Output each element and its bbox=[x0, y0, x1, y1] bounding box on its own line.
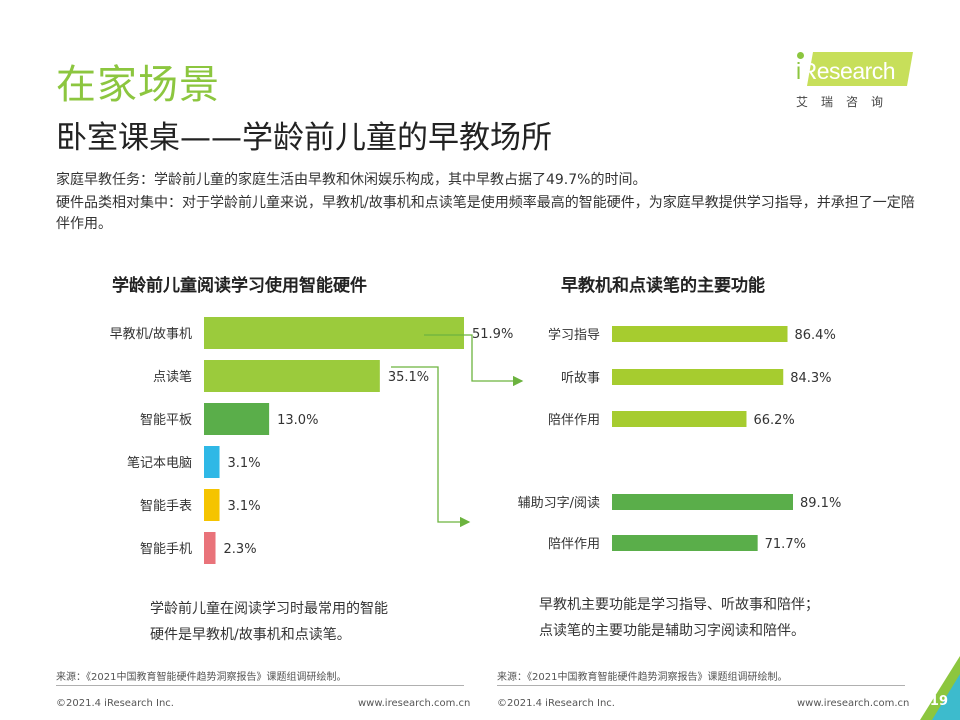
page-title: 在家场景 bbox=[56, 62, 220, 108]
value-label-left-1: 35.1% bbox=[388, 370, 429, 385]
category-label-right-1-0: 辅助习字/阅读 bbox=[518, 496, 600, 511]
category-label-left-1: 点读笔 bbox=[153, 369, 192, 385]
divider-right bbox=[497, 685, 905, 686]
bar-left-0 bbox=[204, 317, 464, 349]
divider-left bbox=[56, 685, 464, 686]
note-right: 早教机主要功能是学习指导、听故事和陪伴； 点读笔的主要功能是辅助习字阅读和陪伴。 bbox=[539, 592, 839, 644]
page-subtitle: 卧室课桌——学龄前儿童的早教场所 bbox=[56, 120, 552, 156]
description-hardware-concentration: 硬件品类相对集中：对于学龄前儿童来说，早教机/故事机和点读笔是使用频率最高的智能… bbox=[56, 195, 915, 232]
bar-right-0-1 bbox=[612, 369, 784, 385]
footer-url-right[interactable]: www.iresearch.com.cn bbox=[797, 698, 910, 709]
logo-text: iResearch bbox=[796, 58, 896, 84]
logo-chinese-name: 艾瑞咨询 bbox=[796, 95, 897, 109]
value-label-right-0-1: 84.3% bbox=[790, 371, 831, 386]
bar-right-1-1 bbox=[612, 535, 758, 551]
category-label-left-3: 笔记本电脑 bbox=[127, 455, 192, 471]
category-label-left-5: 智能手机 bbox=[140, 542, 192, 557]
value-label-left-5: 2.3% bbox=[224, 542, 257, 557]
category-label-left-4: 智能手表 bbox=[140, 499, 192, 514]
bar-right-0-2 bbox=[612, 411, 747, 427]
category-label-left-0: 早教机/故事机 bbox=[110, 326, 192, 342]
value-label-right-0-0: 86.4% bbox=[795, 328, 836, 343]
bar-right-1-0 bbox=[612, 494, 793, 510]
bar-right-0-0 bbox=[612, 326, 788, 342]
bar-left-3 bbox=[204, 446, 220, 478]
footer-copyright-left: ©2021.4 iResearch Inc. bbox=[56, 698, 174, 709]
value-label-left-4: 3.1% bbox=[228, 499, 261, 514]
note-right-line-1: 早教机主要功能是学习指导、听故事和陪伴； bbox=[539, 597, 819, 613]
value-label-right-1-1: 71.7% bbox=[765, 537, 806, 552]
category-label-right-1-1: 陪伴作用 bbox=[548, 537, 600, 552]
value-label-right-1-0: 89.1% bbox=[800, 496, 841, 511]
value-label-left-3: 3.1% bbox=[228, 456, 261, 471]
connector-arrow-pen bbox=[391, 366, 471, 528]
bar-left-1 bbox=[204, 360, 380, 392]
note-left: 学龄前儿童在阅读学习时最常用的智能硬件是早教机/故事机和点读笔。 bbox=[150, 601, 388, 643]
bar-left-2 bbox=[204, 403, 270, 435]
value-label-left-2: 13.0% bbox=[277, 413, 318, 428]
corner-decoration bbox=[920, 656, 960, 720]
category-label-right-0-2: 陪伴作用 bbox=[548, 413, 600, 428]
category-label-right-0-0: 学习指导 bbox=[548, 327, 600, 343]
chart-right-title: 早教机和点读笔的主要功能 bbox=[561, 276, 765, 296]
chart-left-title: 学龄前儿童阅读学习使用智能硬件 bbox=[112, 276, 367, 296]
page-number: 19 bbox=[929, 694, 948, 709]
source-right: 来源：《2021中国教育智能硬件趋势洞察报告》课题组调研绘制。 bbox=[497, 672, 788, 683]
category-label-left-2: 智能平板 bbox=[140, 413, 192, 428]
footer-url-left[interactable]: www.iresearch.com.cn bbox=[358, 698, 471, 709]
category-label-right-0-1: 听故事 bbox=[561, 371, 600, 386]
bar-left-4 bbox=[204, 489, 220, 521]
source-left: 来源：《2021中国教育智能硬件趋势洞察报告》课题组调研绘制。 bbox=[56, 672, 347, 683]
description-household-task: 家庭早教任务：学龄前儿童的家庭生活由早教和休闲娱乐构成，其中早教占据了49.7%… bbox=[56, 172, 647, 188]
footer-copyright-right: ©2021.4 iResearch Inc. bbox=[497, 698, 615, 709]
logo-dot-icon bbox=[797, 52, 804, 59]
note-right-line-2: 点读笔的主要功能是辅助习字阅读和陪伴。 bbox=[539, 623, 805, 639]
value-label-left-0: 51.9% bbox=[472, 327, 513, 342]
value-label-right-0-2: 66.2% bbox=[753, 413, 794, 428]
bar-left-5 bbox=[204, 532, 216, 564]
connector-arrow-device bbox=[424, 334, 524, 387]
iresearch-logo: iResearch 艾瑞咨询 bbox=[796, 52, 916, 112]
